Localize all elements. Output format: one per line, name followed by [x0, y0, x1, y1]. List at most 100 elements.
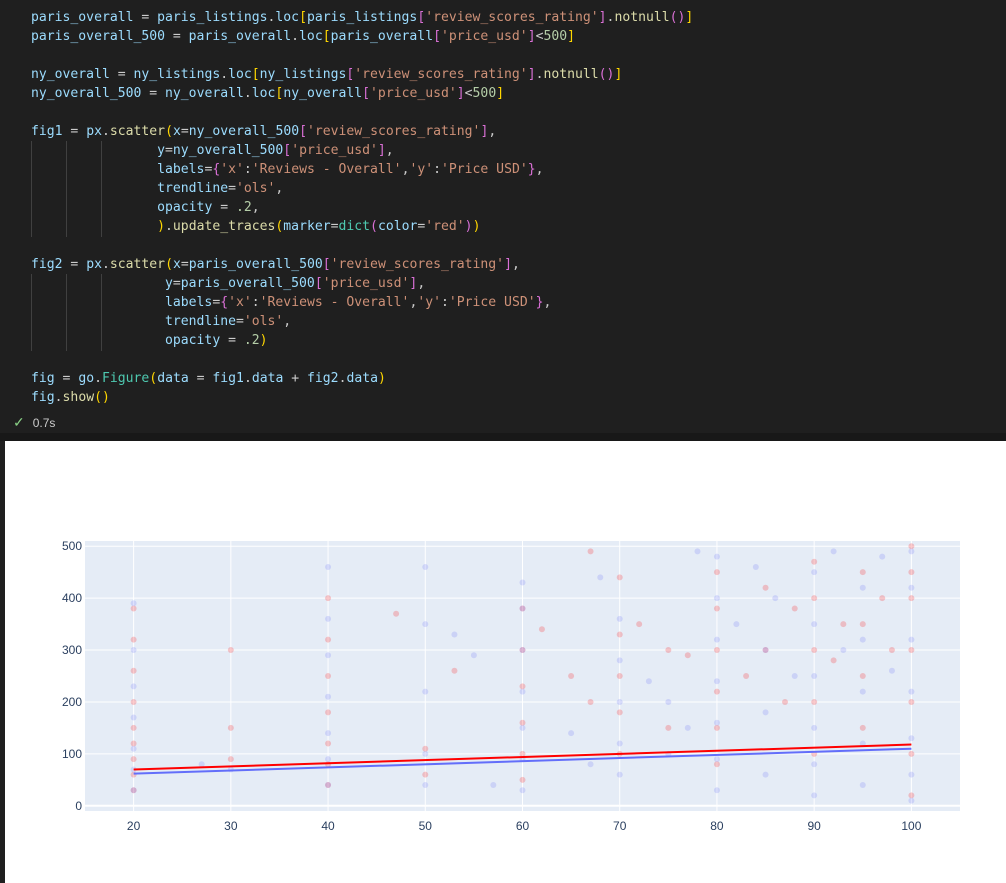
data-point [908, 688, 915, 695]
code-token: x [172, 124, 181, 139]
y-tick-label: 200 [62, 695, 82, 709]
code-token: y [165, 276, 173, 291]
plot-grid [85, 541, 960, 811]
code-token: , [401, 162, 410, 177]
code-token: [ [314, 276, 323, 291]
data-point [597, 574, 604, 581]
data-point [859, 569, 866, 576]
code-token: 'red' [425, 219, 465, 234]
code-token: paris_overall [31, 10, 134, 25]
code-token: 'price_usd' [322, 276, 410, 291]
data-point [130, 787, 137, 794]
code-token: ] [377, 143, 386, 158]
data-point [325, 563, 332, 570]
code-token: ) [157, 219, 166, 234]
data-point [130, 667, 137, 674]
code-token: data [346, 371, 379, 386]
data-point [227, 756, 234, 763]
data-point [713, 553, 720, 560]
code-token: [ [251, 67, 260, 82]
code-token: ] [456, 86, 465, 101]
code-editor[interactable]: paris_overall = paris_listings.loc[paris… [31, 8, 693, 407]
code-token: .2 [235, 200, 252, 215]
data-point [772, 595, 779, 602]
data-point [519, 647, 526, 654]
code-token: . [165, 219, 173, 234]
data-point [568, 730, 575, 737]
data-point [743, 673, 750, 679]
code-line: paris_overall_500 = paris_overall.loc[pa… [31, 27, 693, 46]
code-token: 'x' [220, 162, 244, 177]
code-line: opacity = .2, [31, 198, 693, 217]
data-point [908, 797, 915, 804]
notebook-cell[interactable]: paris_overall = paris_listings.loc[paris… [0, 0, 1006, 433]
code-token: notnull [543, 67, 599, 82]
data-point [490, 782, 497, 789]
data-points [130, 543, 915, 804]
data-point [762, 709, 769, 716]
code-token: , [283, 314, 292, 329]
code-token: . [243, 86, 252, 101]
code-line: fig.show() [31, 388, 693, 407]
code-token: = [235, 314, 244, 329]
code-token: . [291, 29, 300, 44]
code-token: update_traces [172, 219, 276, 234]
y-tick-label: 500 [62, 539, 82, 553]
code-token: = [212, 295, 221, 310]
code-token: paris_overall [188, 29, 292, 44]
code-token: fig1 [31, 124, 63, 139]
data-point [393, 610, 400, 617]
data-point [538, 626, 545, 633]
code-token: ( [149, 371, 158, 386]
data-point [519, 719, 526, 726]
data-point [908, 569, 915, 576]
data-point [665, 724, 672, 731]
data-point [616, 740, 623, 747]
code-token [31, 276, 165, 291]
data-point [325, 673, 332, 679]
code-token [31, 219, 157, 234]
code-token: = [62, 257, 87, 272]
data-point [130, 724, 137, 731]
code-token: 'Price USD' [448, 295, 536, 310]
data-point [879, 595, 886, 602]
data-point [198, 761, 205, 768]
code-token: loc [251, 86, 276, 101]
code-token [31, 314, 165, 329]
data-point [519, 605, 526, 612]
code-token: } [527, 162, 536, 177]
scatter-plot[interactable]: 20 30 40 50 60 70 80 90 100 0 100 200 300 400 500 [5, 441, 1006, 883]
code-token: ] [496, 86, 505, 101]
data-point [762, 647, 769, 654]
data-point [519, 647, 526, 654]
data-point [684, 724, 691, 731]
code-token: scatter [109, 257, 166, 272]
data-point [791, 673, 798, 679]
code-token: [ [299, 124, 307, 139]
data-point [859, 673, 866, 679]
code-token: paris_overall_500 [31, 29, 166, 44]
data-point [733, 621, 740, 628]
code-line [31, 236, 693, 255]
code-token: ] [598, 10, 607, 25]
code-token: = [54, 371, 79, 386]
indent-guide [101, 141, 102, 237]
code-token: ] [409, 276, 418, 291]
code-token: [ [362, 86, 371, 101]
x-tick-label: 80 [710, 819, 724, 833]
data-point [908, 647, 915, 654]
code-token [31, 162, 157, 177]
data-point [859, 782, 866, 789]
data-point [713, 756, 720, 763]
data-point [519, 688, 526, 695]
code-line: fig2 = px.scatter(x=paris_overall_500['r… [31, 255, 693, 274]
data-point [908, 792, 915, 799]
code-token: opacity [165, 333, 221, 348]
data-point [908, 548, 915, 555]
data-point [325, 756, 332, 763]
code-token: 'review_scores_rating' [330, 257, 505, 272]
code-line: ny_overall_500 = ny_overall.loc[ny_overa… [31, 84, 693, 103]
data-point [859, 636, 866, 643]
data-point [451, 631, 458, 638]
code-token: marker [283, 219, 331, 234]
